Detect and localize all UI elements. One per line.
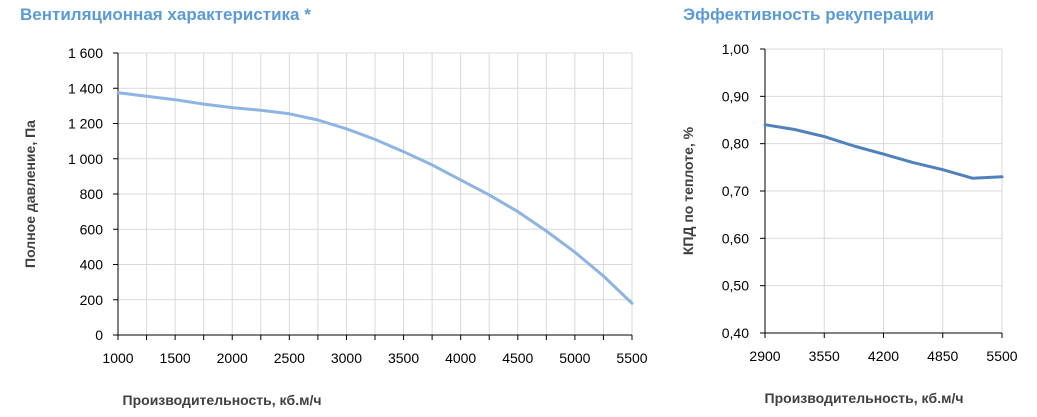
fan-chart-title: Вентиляционная характеристика * — [20, 5, 311, 24]
y-tick-label: 1 600 — [68, 45, 103, 61]
y-axis-label: КПД по теплоте, % — [680, 126, 696, 255]
x-tick-label: 4500 — [502, 350, 533, 366]
y-tick-label: 0,90 — [722, 88, 749, 104]
y-tick-label: 1 200 — [68, 116, 103, 132]
efficiency-chart-title: Эффективность рекуперации — [683, 5, 934, 24]
x-tick-label: 1000 — [102, 350, 133, 366]
x-tick-label: 5000 — [559, 350, 590, 366]
x-tick-label: 4200 — [868, 348, 899, 364]
x-tick-label: 5500 — [616, 350, 647, 366]
y-tick-label: 0,70 — [722, 183, 749, 199]
y-tick-label: 0,80 — [722, 136, 749, 152]
y-tick-label: 0,50 — [722, 278, 749, 294]
y-tick-label: 0,40 — [722, 325, 749, 341]
y-tick-label: 1 000 — [68, 151, 103, 167]
series-line — [763, 123, 1004, 180]
y-tick-label: 600 — [80, 221, 104, 237]
x-tick-label: 4850 — [927, 348, 958, 364]
x-axis-label: Производительность, кб.м/ч — [765, 390, 964, 406]
x-tick-label: 5500 — [986, 348, 1017, 364]
x-tick-label: 3000 — [331, 350, 362, 366]
x-tick-label: 2000 — [217, 350, 248, 366]
y-tick-label: 1 400 — [68, 80, 103, 96]
x-tick-label: 3500 — [388, 350, 419, 366]
y-tick-label: 0,60 — [722, 230, 749, 246]
y-tick-label: 400 — [80, 257, 104, 273]
y-tick-label: 200 — [80, 292, 104, 308]
x-tick-label: 3550 — [809, 348, 840, 364]
series-line — [116, 91, 634, 305]
y-tick-label: 1,00 — [722, 41, 749, 57]
y-tick-label: 0 — [95, 327, 103, 343]
x-tick-label: 2500 — [274, 350, 305, 366]
x-tick-label: 2900 — [749, 348, 780, 364]
x-axis-label: Производительность, кб.м/ч — [123, 392, 322, 408]
x-tick-label: 1500 — [160, 350, 191, 366]
y-tick-label: 800 — [80, 186, 104, 202]
y-axis-label: Полное давление, Па — [22, 120, 38, 268]
x-tick-label: 4000 — [445, 350, 476, 366]
